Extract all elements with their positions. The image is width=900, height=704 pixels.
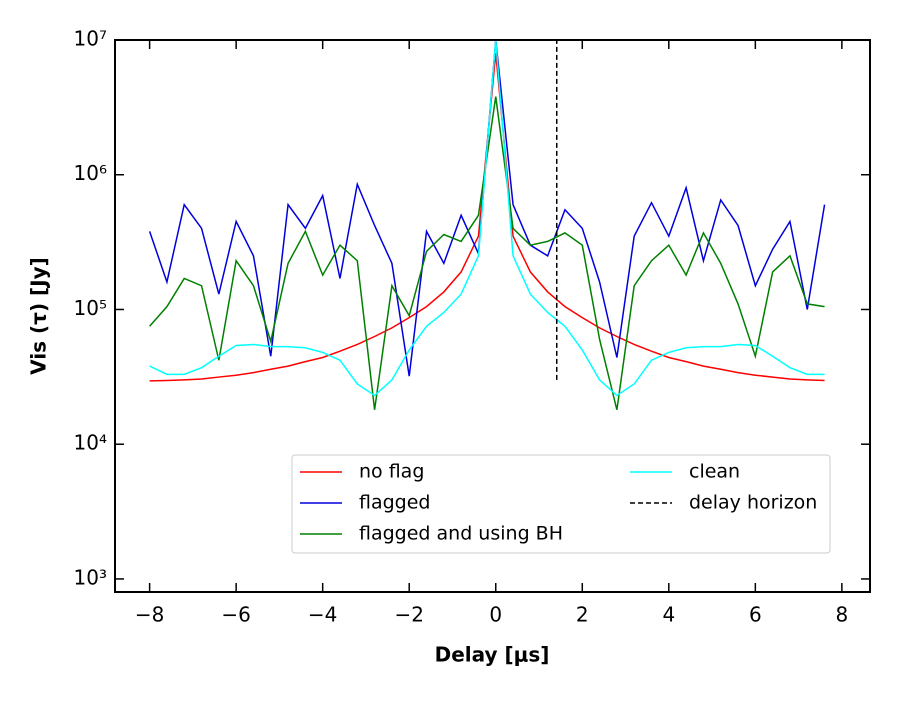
- plot-frame: [114, 39, 871, 593]
- x-tick-label: −2: [394, 603, 423, 627]
- x-tick-label: 0: [489, 603, 502, 627]
- legend-label: no flag: [359, 461, 424, 483]
- y-tick-label: 10⁴: [74, 431, 107, 455]
- legend-label: flagged: [359, 492, 430, 514]
- legend-box: [291, 454, 831, 554]
- x-tick-label: −6: [221, 603, 250, 627]
- series-line: [149, 39, 825, 397]
- legend: no flag flagged flagged and using BH clean d…: [291, 454, 831, 554]
- x-axis-label: Delay [μs]: [435, 643, 550, 667]
- legend-label: delay horizon: [689, 492, 817, 514]
- y-axis-label: Vis (τ) [Jy]: [27, 257, 51, 375]
- x-tick-label: −8: [135, 603, 164, 627]
- x-tick-label: 8: [836, 603, 849, 627]
- y-tick-label: 10³: [74, 565, 107, 589]
- y-tick-label: 10⁶: [74, 161, 107, 185]
- x-tick-label: 6: [749, 603, 762, 627]
- x-tick-label: −4: [308, 603, 337, 627]
- legend-label: flagged and using BH: [359, 523, 563, 545]
- legend-label: clean: [689, 461, 740, 483]
- x-tick-label: 4: [662, 603, 675, 627]
- y-tick-label: 10⁷: [74, 27, 107, 51]
- y-tick-label: 10⁵: [74, 296, 107, 320]
- x-tick-label: 2: [576, 603, 589, 627]
